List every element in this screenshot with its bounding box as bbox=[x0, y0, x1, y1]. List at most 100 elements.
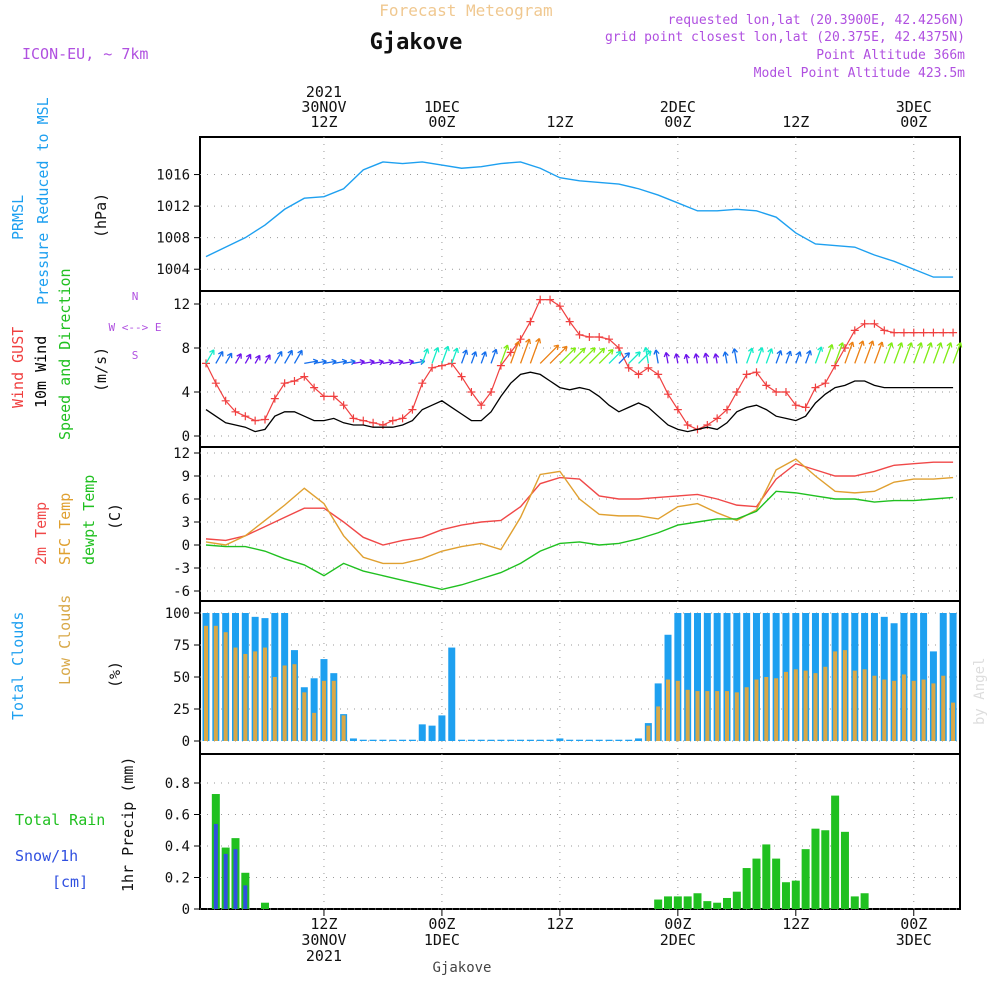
legend-low-clouds: Low Clouds bbox=[56, 595, 74, 685]
gust-marker bbox=[850, 326, 859, 335]
low-cloud-bar bbox=[292, 664, 297, 741]
wind-arrow bbox=[264, 354, 271, 364]
gust-marker bbox=[683, 421, 692, 429]
gust-marker bbox=[349, 414, 358, 423]
low-cloud-bar bbox=[833, 651, 838, 741]
low-cloud-bar bbox=[734, 692, 739, 741]
low-cloud-bar bbox=[793, 669, 798, 741]
gust-marker bbox=[870, 319, 879, 328]
legend-dewpt-temp: dewpt Temp bbox=[80, 475, 98, 565]
wind-arrow bbox=[529, 337, 542, 364]
wind-arrow bbox=[490, 348, 498, 364]
gust-marker bbox=[654, 370, 663, 379]
low-cloud-bar bbox=[842, 650, 847, 741]
total-cloud-bar bbox=[880, 616, 888, 741]
rain-bar bbox=[703, 901, 712, 909]
y-tick-label: 0.6 bbox=[165, 808, 190, 824]
panel-frame bbox=[199, 290, 961, 448]
gust-marker bbox=[319, 392, 328, 401]
low-cloud-bar bbox=[282, 665, 287, 741]
wind-arrow bbox=[569, 347, 586, 364]
gust-marker bbox=[457, 372, 466, 381]
wind-arrow bbox=[755, 346, 764, 364]
wind-arrow bbox=[274, 350, 283, 364]
y-tick-label: 0 bbox=[182, 902, 190, 918]
gust-marker bbox=[260, 415, 269, 424]
y-tick-label: 3 bbox=[182, 515, 190, 531]
gust-marker bbox=[408, 405, 417, 414]
low-cloud-bar bbox=[823, 666, 828, 741]
gust-marker bbox=[713, 414, 722, 423]
low-cloud-bar bbox=[223, 632, 228, 741]
footer-location: Gjakove bbox=[432, 960, 491, 976]
top-time-label: 12Z bbox=[546, 113, 573, 131]
wind-arrow bbox=[519, 338, 532, 364]
rain-bar bbox=[781, 882, 790, 909]
gust-marker bbox=[506, 348, 515, 357]
y-tick-label: 0.4 bbox=[165, 839, 190, 855]
low-cloud-bar bbox=[331, 680, 336, 741]
bottom-time-label: 12Z bbox=[310, 915, 337, 933]
total-cloud-bar bbox=[635, 738, 643, 741]
total-cloud-bar bbox=[920, 613, 928, 741]
low-cloud-bar bbox=[813, 673, 818, 741]
wind-arrow bbox=[814, 346, 824, 364]
gust-marker bbox=[270, 394, 279, 403]
bottom-time-label: 1DEC bbox=[424, 931, 460, 949]
y-tick-label: 4 bbox=[182, 385, 190, 401]
gust-marker bbox=[536, 295, 545, 304]
y-tick-label: 9 bbox=[182, 469, 190, 485]
low-cloud-bar bbox=[272, 677, 277, 741]
low-cloud-bar bbox=[774, 678, 779, 741]
rain-bar bbox=[850, 896, 859, 909]
bottom-time-label: 12Z bbox=[782, 915, 809, 933]
gust-marker bbox=[221, 396, 230, 405]
total-cloud-bar bbox=[497, 739, 505, 741]
y-tick-label: 50 bbox=[173, 670, 190, 686]
total-cloud-bar bbox=[310, 678, 318, 741]
wind-arrow bbox=[510, 340, 521, 364]
bottom-time-label: 30NOV bbox=[301, 931, 346, 949]
rain-bar bbox=[260, 902, 269, 909]
top-time-label: 00Z bbox=[664, 113, 691, 131]
gust-marker bbox=[339, 401, 348, 410]
total-cloud-bar bbox=[349, 738, 357, 741]
y-tick-label: 0 bbox=[182, 429, 190, 445]
wind-arrow bbox=[460, 349, 469, 364]
low-cloud-bar bbox=[666, 679, 671, 741]
low-cloud-bar bbox=[253, 651, 258, 741]
y-tick-label: 0 bbox=[182, 538, 190, 554]
y-tick-label: 0 bbox=[182, 734, 190, 750]
low-cloud-bar bbox=[764, 677, 769, 741]
gust-marker bbox=[890, 328, 899, 337]
wind-arrow bbox=[775, 349, 783, 364]
wind-arrow bbox=[844, 341, 855, 364]
gust-marker bbox=[860, 319, 869, 328]
wind-arrow bbox=[598, 348, 614, 364]
total-cloud-bar bbox=[595, 739, 603, 741]
rain-bar bbox=[664, 896, 673, 909]
wind-arrow bbox=[932, 342, 943, 364]
wind-arrow bbox=[922, 342, 933, 364]
low-cloud-bar bbox=[951, 702, 956, 741]
wind-arrow bbox=[431, 346, 440, 364]
total-cloud-bar bbox=[723, 613, 731, 741]
gust-marker bbox=[762, 381, 771, 390]
wind-arrow bbox=[225, 352, 233, 364]
gust-marker bbox=[231, 407, 240, 416]
total-cloud-bar bbox=[910, 613, 918, 741]
wind-arrow bbox=[441, 345, 450, 364]
y-tick-label: 1004 bbox=[156, 262, 190, 278]
gust-marker bbox=[329, 392, 338, 401]
gust-marker bbox=[555, 302, 564, 311]
requested-coords: requested lon,lat (20.3900E, 42.4256N) bbox=[668, 13, 965, 28]
panel-precipitation: 0 0.2 0.4 0.6 0.8 bbox=[165, 753, 961, 918]
total-cloud-bar bbox=[458, 739, 466, 741]
compass-west-east: W <--> E bbox=[109, 321, 162, 334]
bottom-time-label: 00Z bbox=[664, 915, 691, 933]
wind-arrow bbox=[480, 351, 488, 364]
gust-marker bbox=[575, 330, 584, 339]
low-cloud-bar bbox=[783, 671, 788, 741]
bottom-time-label: 2021 bbox=[306, 947, 342, 965]
gust-marker bbox=[801, 403, 810, 412]
